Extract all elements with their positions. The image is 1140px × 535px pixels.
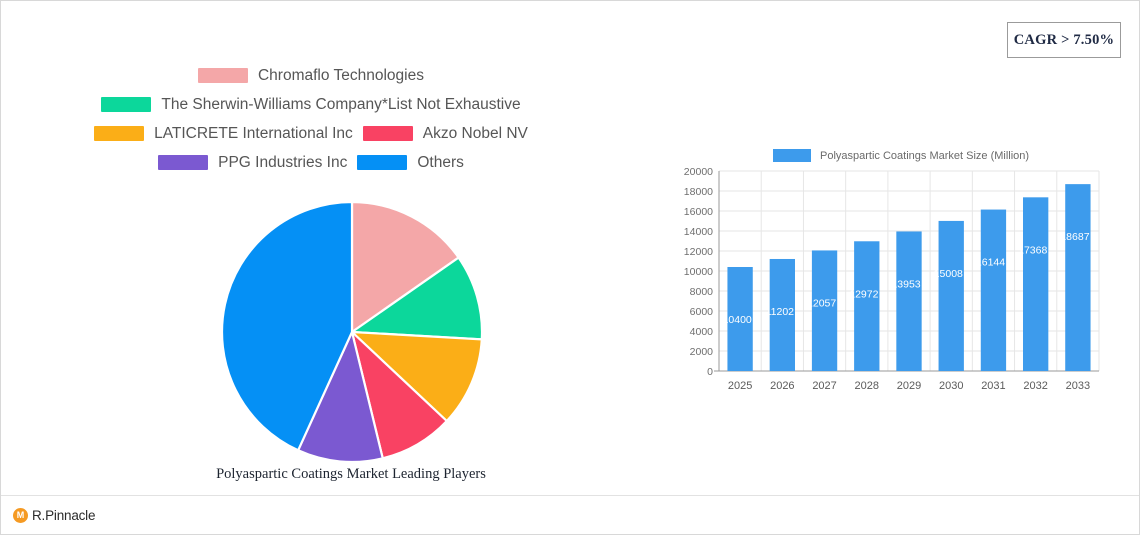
brand-mark-icon: M	[13, 507, 28, 523]
pie-chart-panel: Chromaflo Technologies The Sherwin-Willia…	[1, 61, 621, 491]
y-axis-tick-label: 14000	[684, 226, 713, 238]
bar-chart-svg: 0 2000 4000 6000 8000 10000 12000 14000 16000 180…	[684, 166, 1100, 392]
brand-logo: M R.Pinnacle	[13, 507, 96, 523]
x-axis-category-label: 2032	[1023, 380, 1047, 392]
x-axis-category-label: 2031	[981, 380, 1005, 392]
legend-swatch	[197, 68, 248, 83]
bar-value-label: 13953	[891, 278, 920, 290]
legend-label: Akzo Nobel NV	[422, 124, 528, 142]
pie-chart	[221, 201, 483, 463]
bar-legend-swatch	[773, 149, 811, 162]
y-axis-tick-label: 12000	[684, 246, 713, 258]
legend-label: PPG Industries Inc	[218, 153, 348, 171]
bar	[896, 231, 922, 371]
x-axis-category-label: 2025	[728, 380, 752, 392]
pie-legend: Chromaflo Technologies The Sherwin-Willia…	[1, 61, 621, 177]
bar	[980, 209, 1007, 371]
x-axis-category-label: 2029	[897, 380, 921, 392]
pie-slice	[348, 256, 483, 341]
bar-value-label: 11202	[766, 306, 795, 318]
bar	[727, 267, 753, 371]
legend-entry: Akzo Nobel NV	[362, 124, 528, 143]
legend-entry: Others	[357, 154, 464, 172]
x-axis-category-label: 2028	[855, 380, 879, 392]
y-axis-tick-label: 0	[707, 366, 713, 378]
pie-slice	[296, 328, 385, 463]
bar	[854, 241, 880, 371]
bar	[938, 220, 964, 371]
legend-label: The Sherwin-Williams Company*List Not Ex…	[161, 95, 521, 113]
bar-value-label: 16144	[976, 257, 1005, 269]
bar	[1065, 184, 1091, 371]
legend-row: Chromaflo Technologies	[1, 61, 621, 90]
bar	[811, 250, 838, 371]
y-axis-tick-label: 8000	[690, 286, 714, 298]
y-axis-tick-label: 16000	[684, 206, 713, 218]
bar-value-label: 15008	[934, 268, 963, 280]
y-axis-tick-label: 2000	[690, 346, 714, 358]
legend-label: LATICRETE International Inc	[154, 124, 353, 142]
legend-label: Others	[417, 153, 464, 171]
bar-value-label: 18687	[1060, 231, 1089, 243]
bar-value-label: 17368	[1018, 244, 1047, 256]
bar	[1023, 197, 1049, 371]
legend-swatch	[101, 97, 152, 112]
legend-row: PPG Industries Inc Others	[1, 148, 621, 177]
pie-slice	[349, 330, 483, 423]
cagr-badge: CAGR > 7.50%	[1007, 22, 1121, 58]
legend-entry: LATICRETE International Inc	[94, 125, 353, 143]
footer: M R.Pinnacle	[1, 495, 1139, 534]
cagr-badge-label: CAGR > 7.50%	[1013, 31, 1115, 48]
x-axis-category-label: 2026	[770, 380, 794, 392]
brand-name: R.Pinnacle	[32, 507, 96, 523]
bar-chart-panel: Polyaspartic Coatings Market Size (Milli…	[673, 143, 1123, 413]
x-axis-category-label: 2030	[939, 380, 963, 392]
bar-chart-legend: Polyaspartic Coatings Market Size (Milli…	[773, 149, 1029, 162]
pie-chart-caption: Polyaspartic Coatings Market Leading Pla…	[216, 466, 486, 482]
pie-slice	[350, 201, 461, 335]
pie-slice	[221, 201, 354, 452]
legend-label: Chromaflo Technologies	[257, 66, 424, 84]
bar	[769, 258, 795, 371]
legend-row: LATICRETE International Inc Akzo Nobel NV	[1, 119, 621, 148]
bar-value-label: 12972	[849, 288, 878, 300]
y-axis-tick-label: 10000	[684, 266, 713, 278]
bar-chart-plot: 0 2000 4000 6000 8000 10000 12000 14000 16000 180…	[673, 165, 1123, 413]
legend-row: The Sherwin-Williams Company*List Not Ex…	[1, 90, 621, 119]
bar-legend-label: Polyaspartic Coatings Market Size (Milli…	[820, 149, 1030, 162]
x-axis-category-label: 2027	[812, 380, 836, 392]
legend-swatch	[362, 126, 413, 141]
pie-chart-svg	[221, 201, 483, 463]
legend-entry: PPG Industries Inc	[158, 154, 347, 172]
y-axis-tick-label: 6000	[690, 306, 714, 318]
legend-swatch	[94, 126, 145, 141]
x-axis-category-label: 2033	[1066, 380, 1090, 392]
y-axis-tick-label: 18000	[684, 186, 713, 198]
y-axis-tick-label: 20000	[684, 166, 713, 178]
legend-entry: Chromaflo Technologies	[197, 66, 424, 85]
y-axis-tick-label: 4000	[690, 326, 714, 338]
bar-value-label: 10400	[723, 314, 752, 326]
bar-value-label: 12057	[807, 297, 836, 309]
legend-entry: The Sherwin-Williams Company*List Not Ex…	[101, 95, 521, 114]
legend-swatch	[357, 155, 408, 170]
legend-swatch	[158, 155, 209, 170]
